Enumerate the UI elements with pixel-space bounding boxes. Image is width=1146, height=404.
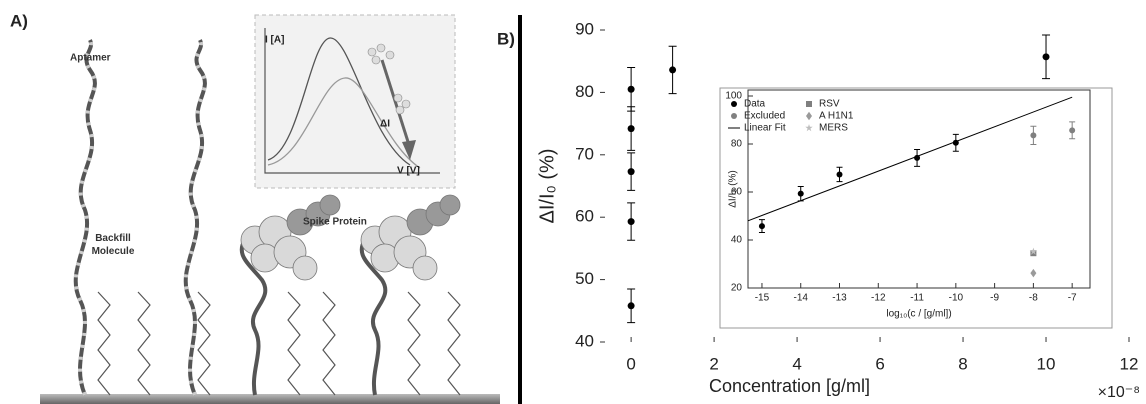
data-point: [1069, 127, 1076, 134]
data-point: [669, 66, 677, 74]
y-tick-label: 100: [725, 91, 742, 102]
data-point: [1030, 132, 1037, 139]
data-point: [836, 171, 843, 178]
legend-label: Excluded: [744, 111, 785, 122]
y-tick-label: 20: [731, 283, 743, 294]
data-point: [627, 218, 635, 226]
legend-label: Linear Fit: [744, 123, 786, 134]
x-tick-label: 8: [958, 354, 967, 373]
data-point: [1042, 53, 1050, 61]
x-tick-label: -8: [1029, 293, 1038, 304]
y-tick-label: 40: [731, 235, 743, 246]
data-point: [1030, 250, 1037, 257]
x-axis-label: Concentration [g/ml]: [709, 376, 870, 396]
x-tick-label: -9: [990, 293, 999, 304]
x-tick-label: 6: [875, 354, 884, 373]
x-tick-label: -12: [871, 293, 886, 304]
legend-marker: [731, 113, 737, 119]
x-tick-label: 4: [792, 354, 801, 373]
data-point: [758, 223, 765, 230]
y-tick-label: 80: [575, 82, 594, 101]
illustration: A) Aptamer Spike Protein: [10, 11, 500, 404]
y-tick-label: 40: [575, 331, 594, 350]
x-tick-label: -15: [755, 293, 770, 304]
panel-label: A): [10, 11, 28, 30]
x-tick-label: 12: [1120, 354, 1139, 373]
data-point: [627, 302, 635, 310]
backfill-molecules: [97, 291, 461, 396]
inset-delta-label: ΔI: [380, 119, 390, 130]
panel-label: B): [497, 29, 515, 48]
legend-label: A H1N1: [819, 111, 854, 122]
aptamer-label: Aptamer: [70, 53, 111, 64]
data-point: [627, 85, 635, 93]
inset-x-label: V [V]: [397, 166, 420, 177]
data-point: [797, 190, 804, 197]
data-point: [627, 168, 635, 176]
y-axis-label: ΔI/I₀ (%): [536, 149, 558, 224]
legend-label: MERS: [819, 123, 848, 134]
x-tick-label: -10: [949, 293, 964, 304]
legend-marker: [805, 124, 813, 132]
y-tick-label: 60: [731, 187, 743, 198]
x-tick-label: -13: [832, 293, 847, 304]
x-tick-label: 0: [626, 354, 635, 373]
legend-marker: [806, 101, 812, 107]
data-point: [1030, 268, 1037, 278]
panel-divider: [518, 15, 522, 404]
plot-frame: [747, 89, 1091, 289]
substrate: [40, 394, 500, 404]
x-multiplier: ×10⁻⁸: [1098, 384, 1140, 401]
legend-marker: [731, 101, 737, 107]
y-tick-label: 60: [575, 207, 594, 226]
y-tick-label: 90: [575, 19, 594, 38]
data-point: [1029, 247, 1038, 255]
x-tick-label: 2: [709, 354, 718, 373]
aptamers: [73, 39, 388, 396]
x-tick-label: -14: [794, 293, 809, 304]
inset-y-label: I [A]: [265, 35, 284, 46]
x-tick-label: -7: [1068, 293, 1077, 304]
data-point: [627, 125, 635, 133]
voltammogram-inset: I [A] ΔI V [V]: [254, 14, 456, 189]
legend-label: RSV: [819, 99, 840, 110]
x-axis-label: log₁₀(c / [g/ml]): [886, 309, 951, 320]
backfill-label: Backfill Molecule: [91, 233, 135, 257]
y-tick-label: 80: [731, 139, 743, 150]
aptamer-bases: [73, 39, 207, 396]
legend-label: Data: [744, 99, 766, 110]
y-tick-label: 50: [575, 269, 594, 288]
x-tick-label: -11: [910, 293, 924, 304]
spike-proteins: [240, 194, 461, 281]
spike-label: Spike Protein: [303, 217, 367, 228]
fit-line: [747, 96, 1073, 222]
y-axis-label: ΔI/I₀ (%): [728, 170, 739, 208]
x-tick-label: 10: [1037, 354, 1056, 373]
y-tick-label: 70: [575, 144, 594, 163]
legend-marker: [806, 111, 812, 121]
